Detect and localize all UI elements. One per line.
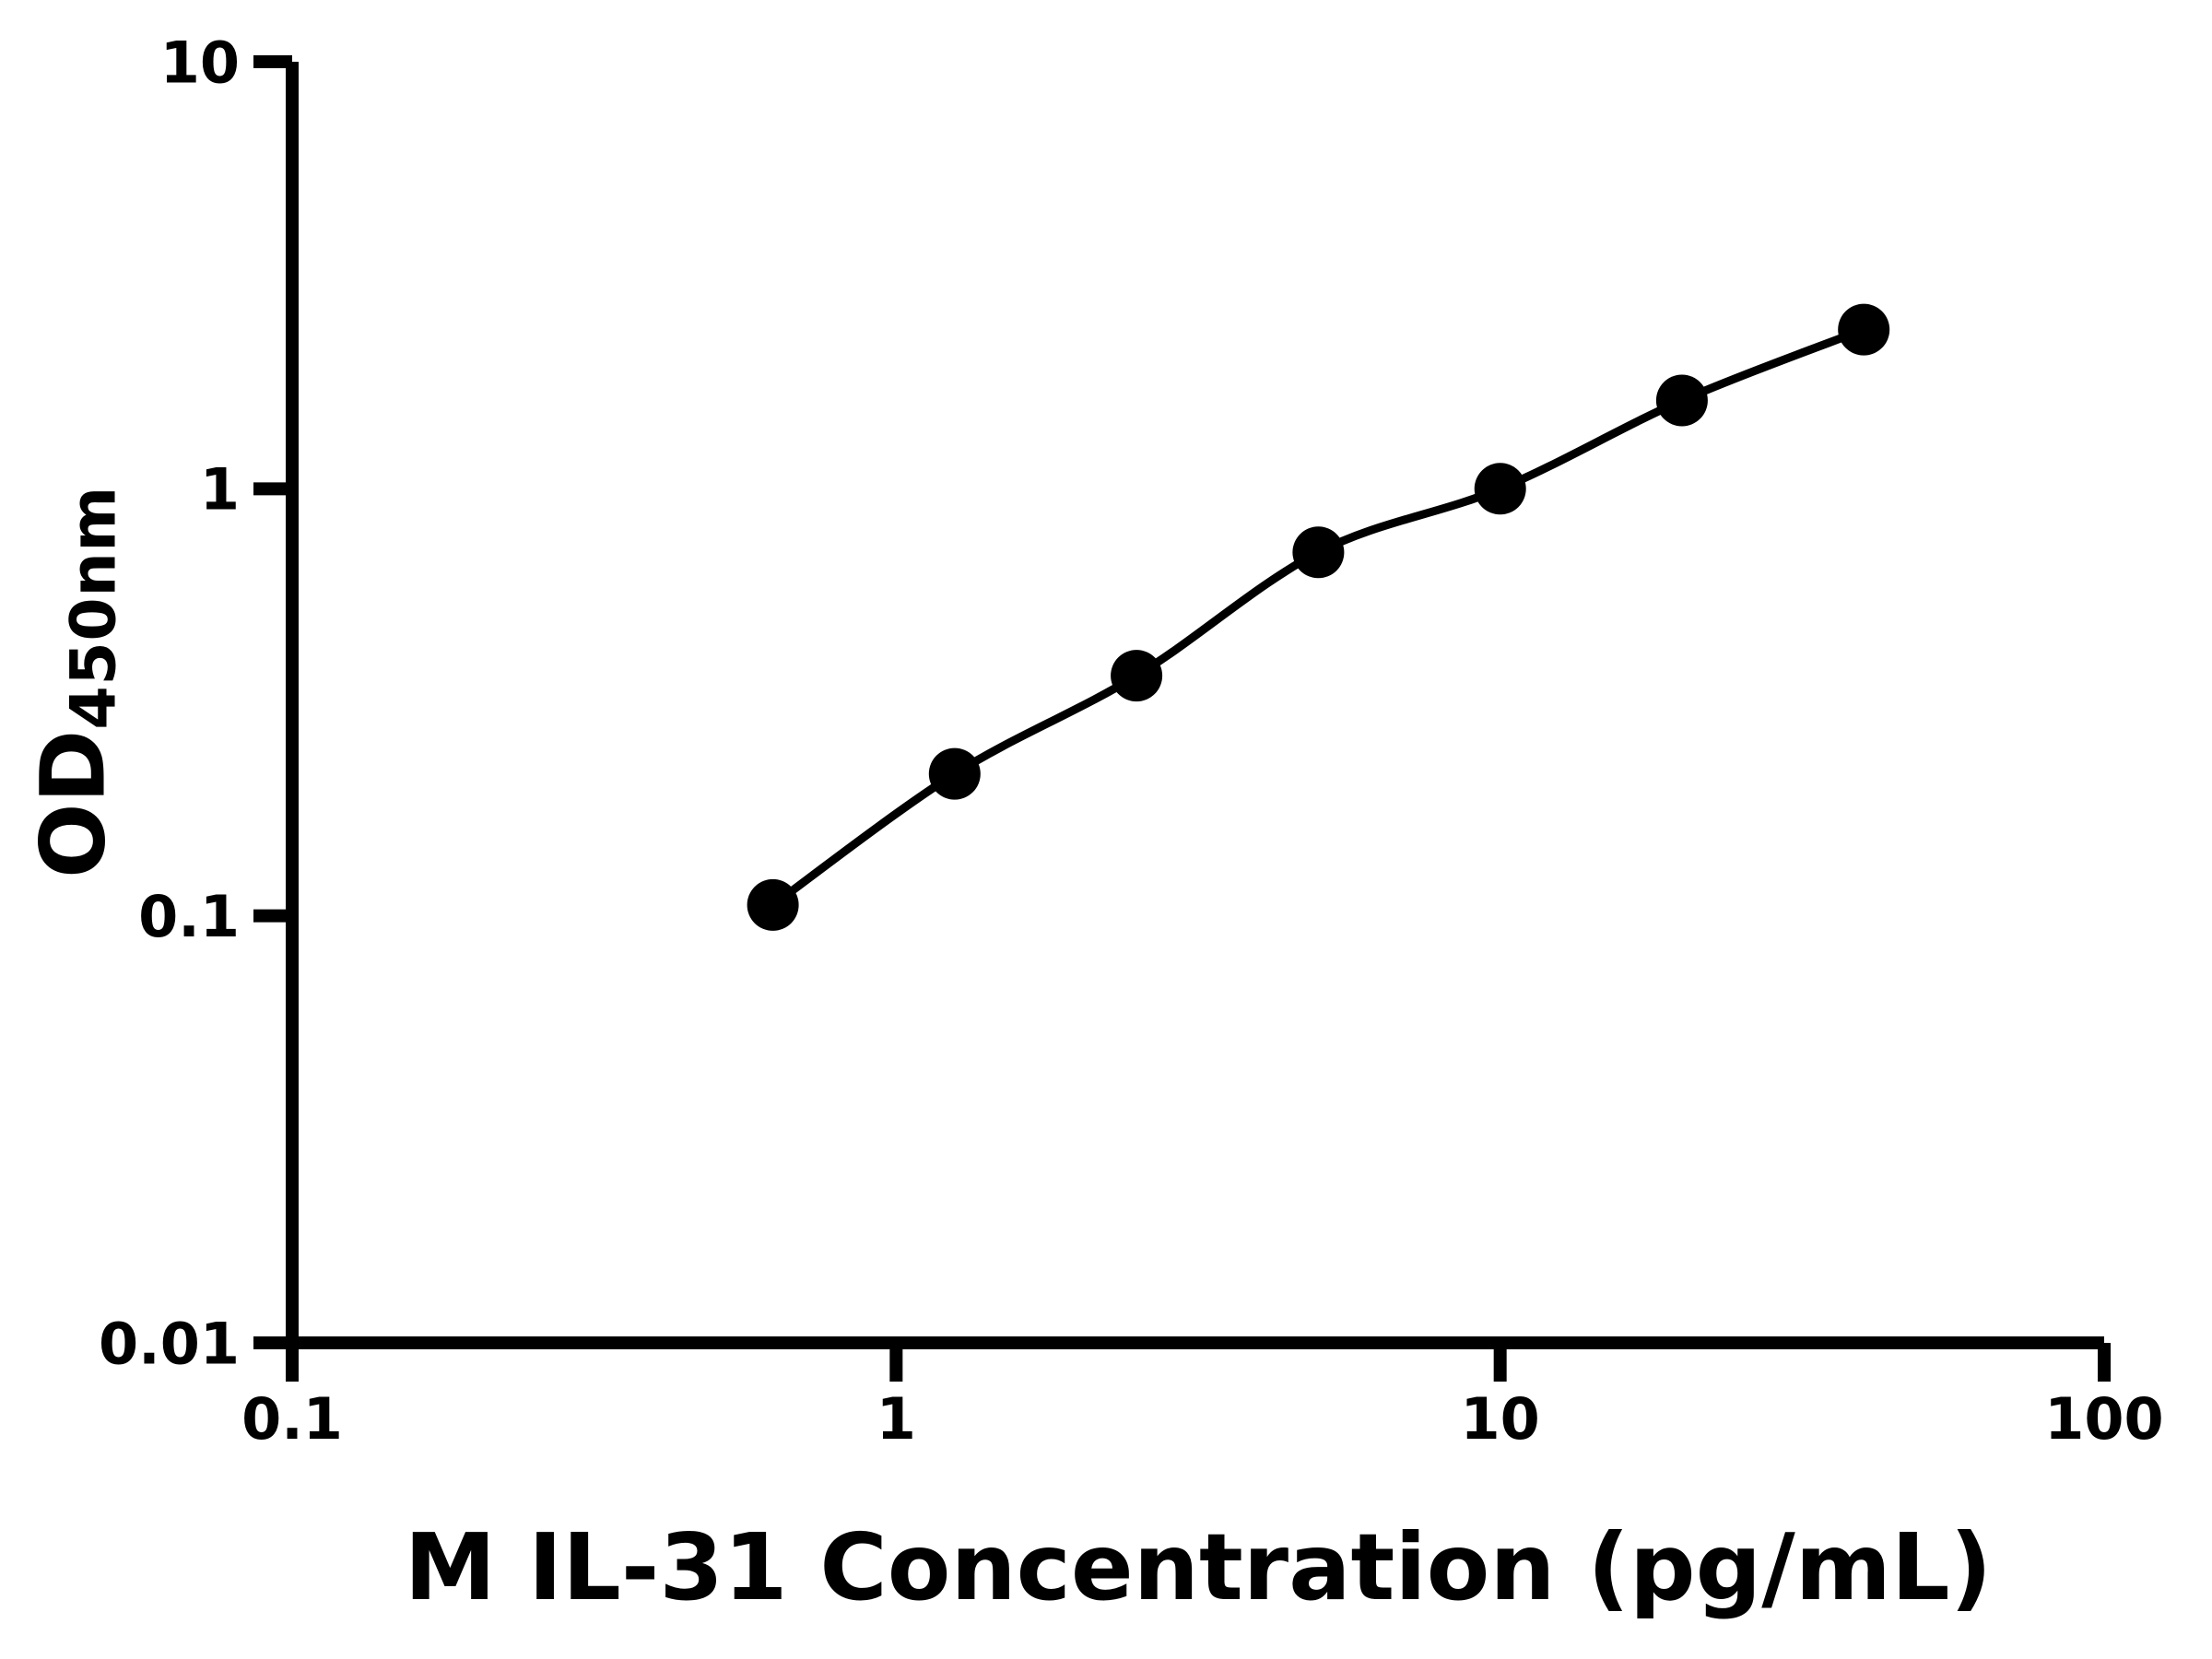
x-axis-tick-label: 0.1 (241, 1385, 343, 1453)
y-axis-title-main: OD (21, 729, 125, 878)
x-axis-title: M IL-31 Concentration (pg/mL) (404, 1513, 1993, 1621)
axis-lines (286, 62, 2104, 1349)
y-axis-tick-label: 0.01 (99, 1310, 240, 1377)
y-axis-tick-label: 0.1 (138, 883, 240, 950)
y-axis-tick-label: 1 (200, 456, 240, 524)
data-point-marker (1655, 374, 1708, 427)
x-axis-tick-label: 100 (2044, 1385, 2163, 1453)
data-point-marker (1111, 650, 1163, 702)
y-axis-title-subscript: 450nm (57, 486, 131, 730)
data-point-marker (1474, 463, 1526, 515)
data-point-marker (928, 747, 981, 800)
data-point-marker (1838, 303, 1890, 356)
y-axis-title: OD450nm (21, 486, 130, 878)
y-axis-tick-label: 10 (160, 29, 240, 96)
data-point-marker (1292, 526, 1345, 579)
data-point-marker (747, 878, 799, 931)
x-axis-tick-label: 1 (877, 1385, 916, 1453)
x-axis-tick-label: 10 (1461, 1385, 1540, 1453)
